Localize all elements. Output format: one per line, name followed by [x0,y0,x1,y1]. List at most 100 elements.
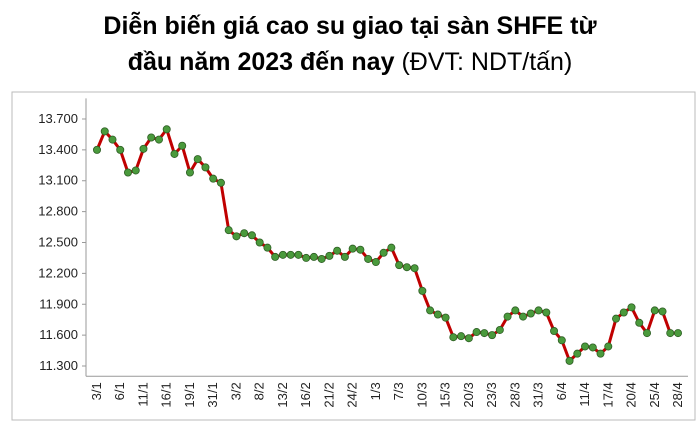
data-point [627,303,636,312]
data-point [348,244,357,253]
data-point [193,155,202,164]
data-point [511,306,520,315]
data-point [395,261,404,270]
data-point [100,127,109,136]
x-tick-label: 24/2 [345,382,360,407]
x-tick-label: 8/2 [252,382,267,400]
data-point [410,264,419,273]
x-tick-label: 20/3 [461,382,476,407]
x-tick-label: 6/1 [112,382,127,400]
data-point [619,308,628,317]
data-point [170,149,179,158]
y-tick-label: 11.900 [39,296,78,311]
data-point [263,243,272,252]
x-tick-label: 11/1 [135,382,150,406]
chart-title-part: đầu năm 2023 đến nay [128,48,395,76]
data-point [317,254,326,263]
data-point [325,251,334,260]
data-point [147,133,156,142]
data-point [635,318,644,327]
chart-title-line: đầu năm 2023 đến nay (ĐVT: NDT/tấn) [128,48,573,76]
data-point [402,263,411,272]
data-point [666,329,675,338]
data-point [379,248,388,257]
data-point [426,306,435,315]
data-point [340,252,349,261]
x-tick-label: 19/1 [182,382,197,407]
data-point [464,334,473,343]
x-tick-label: 31/1 [205,382,220,407]
data-point [185,168,194,177]
data-point [240,229,249,238]
x-tick-label: 11/4 [577,382,592,406]
data-point [433,310,442,319]
data-point [488,331,497,340]
x-tick-label: 3/1 [89,382,104,400]
data-point [286,250,295,259]
data-point [441,313,450,322]
unit-label: (ĐVT: NDT/tấn) [401,48,572,76]
data-point [495,325,504,334]
x-tick-label: 13/2 [275,382,290,407]
data-point [596,349,605,358]
x-tick-label: 1/3 [368,382,383,400]
x-tick-label: 31/3 [531,382,546,407]
data-point [604,342,613,351]
data-point [519,312,528,321]
y-tick-label: 11.600 [39,327,78,342]
data-point [588,343,597,352]
data-point [371,258,380,267]
data-point [364,254,373,263]
y-tick-label: 12.500 [38,234,78,249]
x-tick-label: 28/4 [670,382,685,407]
x-tick-label: 7/3 [391,382,406,400]
data-point [573,349,582,358]
data-point [650,306,659,315]
x-tick-label: 3/2 [228,382,243,400]
chart-title: Diễn biến giá cao su giao tại sàn SHFE t… [103,10,597,40]
y-tick-label: 13.400 [38,142,78,157]
data-point [294,250,303,259]
data-point [123,168,132,177]
line-series [95,126,678,364]
data-point [643,329,652,338]
data-point [309,252,318,261]
data-point [216,178,225,187]
data-point [271,252,280,261]
y-tick-label: 13.700 [38,111,78,126]
x-tick-label: 23/3 [484,382,499,407]
data-point [674,329,683,338]
data-point [534,306,543,315]
data-point [139,144,148,153]
x-tick-label: 16/2 [298,382,313,407]
x-tick-label: 25/4 [647,382,662,407]
data-point [162,125,171,134]
data-point [255,238,264,247]
x-tick-label: 17/4 [600,382,615,407]
data-point [472,328,481,337]
data-point [154,135,163,144]
data-point [247,231,256,240]
x-tick-label: 16/1 [159,382,174,407]
data-point [201,163,210,172]
data-point [550,327,559,336]
data-point [116,145,125,154]
data-point [387,243,396,252]
data-point [457,332,466,341]
data-point [224,226,233,235]
data-point [108,135,117,144]
x-tick-label: 6/4 [554,382,569,400]
data-point [278,250,287,259]
data-point [93,145,102,154]
data-point [581,342,590,351]
x-tick-label: 10/3 [414,382,429,407]
plot-frame [11,91,696,421]
data-point [557,336,566,345]
x-tick-label: 15/3 [438,382,453,407]
y-tick-label: 11.300 [39,358,78,373]
data-point [356,245,365,254]
data-point [302,253,311,262]
data-point [503,312,512,321]
data-point [480,329,489,338]
